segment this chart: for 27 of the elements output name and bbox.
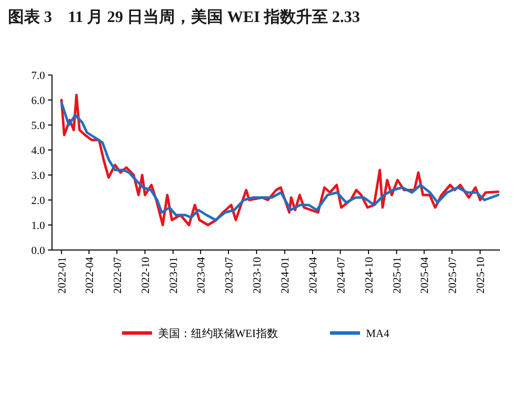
legend-label: MA4 — [366, 328, 390, 340]
x-tick-label: 2025-07 — [446, 256, 459, 294]
y-tick-label: 6.0 — [31, 95, 46, 107]
x-tick-label: 2025-01 — [392, 257, 404, 294]
y-tick-label: 7.0 — [31, 70, 46, 82]
x-tick-label: 2022-01 — [56, 257, 68, 294]
x-tick-label: 2024-10 — [364, 256, 376, 294]
y-tick-label: 0.0 — [31, 245, 46, 257]
x-tick-label: 2023-10 — [252, 256, 264, 294]
x-tick-label: 2025-10 — [475, 256, 488, 294]
x-tick-label: 2022-10 — [140, 256, 152, 294]
chart-title: 图表 3 11 月 29 日当周，美国 WEI 指数升至 2.33 — [8, 7, 360, 26]
x-tick-label: 2025-04 — [419, 256, 432, 294]
y-tick-label: 5.0 — [31, 120, 46, 132]
legend-label: 美国：纽约联储WEI指数 — [158, 327, 278, 340]
x-tick-label: 2024-01 — [280, 257, 292, 294]
x-tick-label: 2024-04 — [308, 256, 320, 294]
y-tick-label: 3.0 — [31, 170, 46, 182]
y-tick-label: 2.0 — [31, 195, 46, 207]
x-tick-label: 2024-07 — [335, 256, 348, 294]
x-tick-label: 2022-07 — [112, 256, 124, 294]
x-tick-label: 2023-07 — [223, 256, 236, 294]
x-tick-label: 2022-04 — [84, 256, 96, 294]
y-tick-label: 4.0 — [31, 145, 46, 157]
x-tick-label: 2023-01 — [168, 257, 180, 294]
y-tick-label: 1.0 — [31, 220, 46, 232]
x-tick-label: 2023-04 — [196, 256, 208, 294]
